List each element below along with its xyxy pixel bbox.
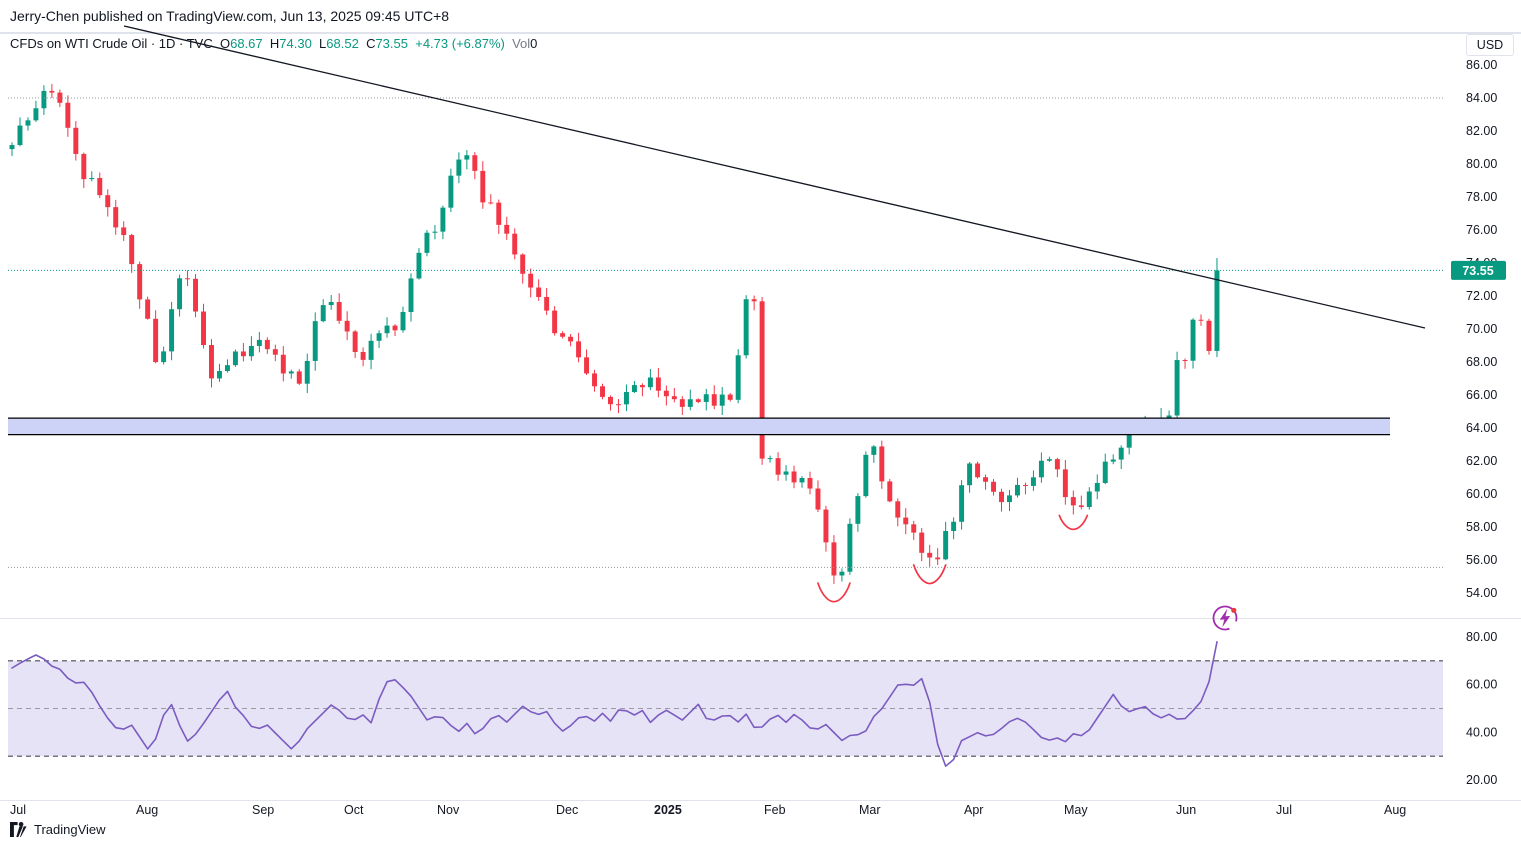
svg-text:60.00: 60.00 <box>1466 678 1497 692</box>
svg-text:40.00: 40.00 <box>1466 725 1497 739</box>
svg-text:80.00: 80.00 <box>1466 630 1497 644</box>
svg-text:20.00: 20.00 <box>1466 773 1497 787</box>
